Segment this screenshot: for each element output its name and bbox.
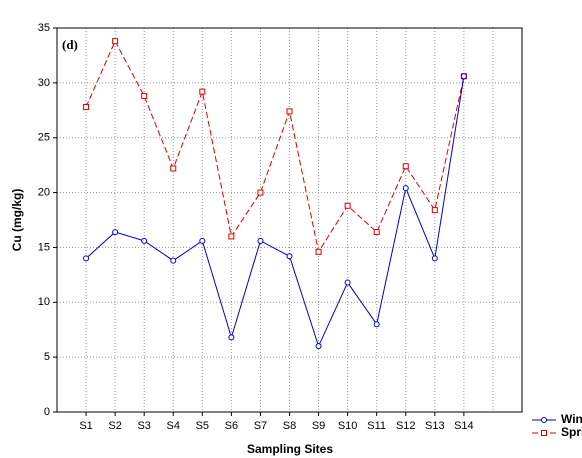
legend-label: Spring: [561, 425, 582, 439]
legend-label: Winter: [561, 412, 582, 426]
x-tick-label: S1: [79, 420, 92, 432]
marker: [402, 185, 409, 192]
marker: [141, 237, 148, 244]
marker: [112, 229, 119, 236]
marker: [344, 279, 351, 286]
x-tick-label: S6: [225, 420, 238, 432]
marker: [431, 255, 438, 262]
marker: [541, 417, 547, 423]
marker: [315, 248, 322, 255]
marker: [286, 108, 293, 115]
annotation: (d): [62, 37, 78, 52]
y-tick-label: 10: [38, 296, 50, 308]
y-tick-label: 5: [44, 351, 50, 363]
y-tick-label: 15: [38, 241, 50, 253]
x-tick-label: S12: [396, 420, 416, 432]
x-tick-label: S10: [338, 420, 358, 432]
series: [83, 38, 467, 255]
marker: [315, 343, 322, 350]
x-axis-label: Sampling Sites: [247, 442, 333, 456]
marker: [83, 255, 90, 262]
marker: [199, 237, 206, 244]
marker: [460, 73, 467, 80]
y-tick-label: 30: [38, 77, 50, 89]
marker: [402, 163, 409, 170]
y-tick-label: 0: [44, 406, 50, 418]
marker: [257, 237, 264, 244]
series-line: [85, 76, 465, 348]
marker: [344, 202, 351, 209]
x-tick-label: S8: [283, 420, 296, 432]
x-tick-label: S14: [454, 420, 474, 432]
plot-frame: [56, 27, 523, 413]
marker: [257, 189, 264, 196]
marker: [228, 334, 235, 341]
x-tick-label: S2: [108, 420, 121, 432]
y-tick-label: 25: [38, 132, 50, 144]
marker: [541, 430, 547, 436]
marker: [141, 93, 148, 100]
x-tick-label: S3: [137, 420, 150, 432]
series-line: [85, 40, 465, 254]
marker: [83, 103, 90, 110]
marker: [112, 38, 119, 45]
marker: [431, 207, 438, 214]
marker: [170, 257, 177, 264]
x-tick-label: S4: [167, 420, 180, 432]
x-tick-label: S9: [312, 420, 325, 432]
x-tick-label: S13: [425, 420, 445, 432]
marker: [373, 321, 380, 328]
series: [83, 73, 467, 350]
marker: [286, 253, 293, 260]
marker: [373, 229, 380, 236]
x-tick-label: S7: [254, 420, 267, 432]
y-axis-label: Cu (mg/kg): [10, 189, 24, 252]
marker: [199, 88, 206, 95]
y-tick-label: 35: [38, 22, 50, 34]
marker: [170, 165, 177, 172]
x-tick-label: S5: [196, 420, 209, 432]
y-tick-label: 20: [38, 186, 50, 198]
marker: [228, 233, 235, 240]
x-tick-label: S11: [367, 420, 386, 432]
